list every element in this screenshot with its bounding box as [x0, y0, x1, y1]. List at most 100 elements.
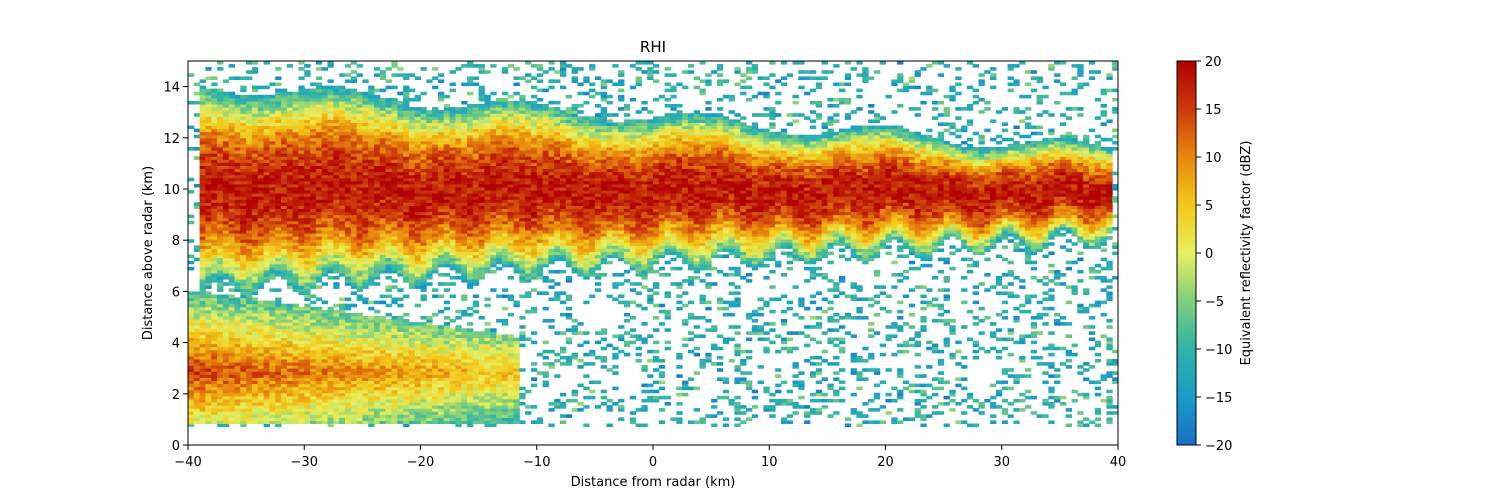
reflectivity-cell — [199, 242, 206, 246]
reflectivity-cell — [426, 125, 433, 130]
reflectivity-cell — [350, 134, 358, 139]
reflectivity-cell — [222, 242, 230, 246]
reflectivity-cell — [432, 266, 439, 271]
reflectivity-cell — [263, 279, 270, 283]
reflectivity-cell — [437, 168, 445, 173]
reflectivity-cell — [374, 150, 381, 154]
reflectivity-cell — [356, 202, 363, 206]
reflectivity-cell — [391, 239, 398, 243]
reflectivity-cell — [275, 328, 282, 332]
reflectivity-cell — [374, 248, 381, 252]
reflectivity-cell — [420, 107, 427, 111]
reflectivity-cell — [222, 306, 230, 311]
reflectivity-cell — [228, 408, 235, 412]
reflectivity-cell — [455, 137, 462, 142]
reflectivity-cell — [472, 395, 480, 400]
reflectivity-cell — [217, 269, 224, 274]
reflectivity-cell — [246, 97, 253, 102]
reflectivity-cell — [275, 260, 282, 265]
reflectivity-cell — [333, 168, 340, 173]
reflectivity-cell — [408, 368, 416, 372]
reflectivity-cell — [420, 380, 427, 385]
reflectivity-cell — [420, 211, 427, 216]
reflectivity-cell — [257, 119, 265, 123]
reflectivity-cell — [304, 134, 311, 139]
reflectivity-cell — [403, 214, 410, 219]
reflectivity-cell — [222, 196, 230, 200]
reflectivity-cell — [356, 128, 363, 133]
reflectivity-cell — [292, 398, 299, 403]
reflectivity-cell — [432, 254, 439, 259]
reflectivity-cell — [374, 97, 381, 102]
reflectivity-cell — [408, 190, 416, 194]
reflectivity-cell — [292, 337, 299, 342]
reflectivity-cell — [228, 119, 235, 123]
reflectivity-cell — [379, 414, 387, 418]
reflectivity-cell — [298, 94, 305, 99]
reflectivity-cell — [286, 119, 294, 123]
reflectivity-cell — [251, 162, 259, 166]
reflectivity-cell — [251, 214, 259, 219]
reflectivity-cell — [374, 263, 381, 268]
reflectivity-cell — [362, 211, 369, 216]
reflectivity-cell — [240, 405, 247, 409]
reflectivity-cell — [251, 365, 259, 369]
reflectivity-cell — [315, 236, 323, 240]
reflectivity-cell — [263, 143, 270, 148]
reflectivity-cell — [275, 107, 282, 111]
reflectivity-cell — [356, 153, 363, 157]
reflectivity-cell — [391, 137, 398, 142]
reflectivity-cell — [222, 251, 230, 256]
reflectivity-cell — [228, 346, 235, 351]
reflectivity-cell — [350, 187, 358, 191]
reflectivity-cell — [292, 386, 299, 391]
reflectivity-cell — [327, 180, 334, 185]
reflectivity-cell — [414, 248, 421, 252]
reflectivity-cell — [217, 343, 224, 348]
reflectivity-cell — [385, 171, 392, 176]
reflectivity-cell — [298, 208, 305, 213]
reflectivity-cell — [240, 288, 247, 292]
reflectivity-cell — [356, 395, 363, 400]
reflectivity-cell — [217, 266, 224, 271]
reflectivity-cell — [304, 402, 311, 406]
reflectivity-cell — [286, 263, 294, 268]
reflectivity-cell — [310, 389, 317, 394]
reflectivity-cell — [310, 131, 317, 136]
reflectivity-cell — [240, 269, 247, 274]
reflectivity-cell — [315, 183, 323, 188]
reflectivity-cell — [298, 233, 305, 237]
reflectivity-cell — [234, 208, 241, 213]
reflectivity-cell — [437, 405, 445, 409]
reflectivity-cell — [403, 236, 410, 240]
reflectivity-cell — [240, 248, 247, 252]
reflectivity-cell — [292, 187, 299, 191]
reflectivity-cell — [368, 196, 375, 200]
reflectivity-cell — [246, 248, 253, 252]
reflectivity-cell — [408, 165, 416, 169]
reflectivity-cell — [327, 257, 334, 262]
reflectivity-cell — [251, 183, 259, 188]
reflectivity-cell — [304, 349, 311, 354]
reflectivity-cell — [315, 337, 323, 342]
reflectivity-cell — [193, 355, 201, 360]
reflectivity-cell — [426, 140, 433, 145]
reflectivity-cell — [304, 110, 311, 114]
reflectivity-cell — [414, 128, 421, 133]
reflectivity-cell — [333, 340, 340, 345]
reflectivity-cell — [211, 245, 218, 249]
reflectivity-cell — [257, 153, 265, 157]
reflectivity-cell — [461, 352, 468, 357]
reflectivity-cell — [217, 300, 224, 305]
reflectivity-cell — [217, 193, 224, 197]
reflectivity-cell — [298, 340, 305, 345]
reflectivity-cell — [263, 85, 270, 90]
reflectivity-cell — [420, 177, 427, 182]
reflectivity-cell — [379, 196, 387, 200]
reflectivity-cell — [443, 414, 451, 418]
reflectivity-cell — [298, 236, 305, 240]
reflectivity-cell — [403, 174, 410, 179]
reflectivity-cell — [257, 282, 265, 286]
reflectivity-cell — [379, 340, 387, 345]
reflectivity-cell — [188, 383, 195, 388]
